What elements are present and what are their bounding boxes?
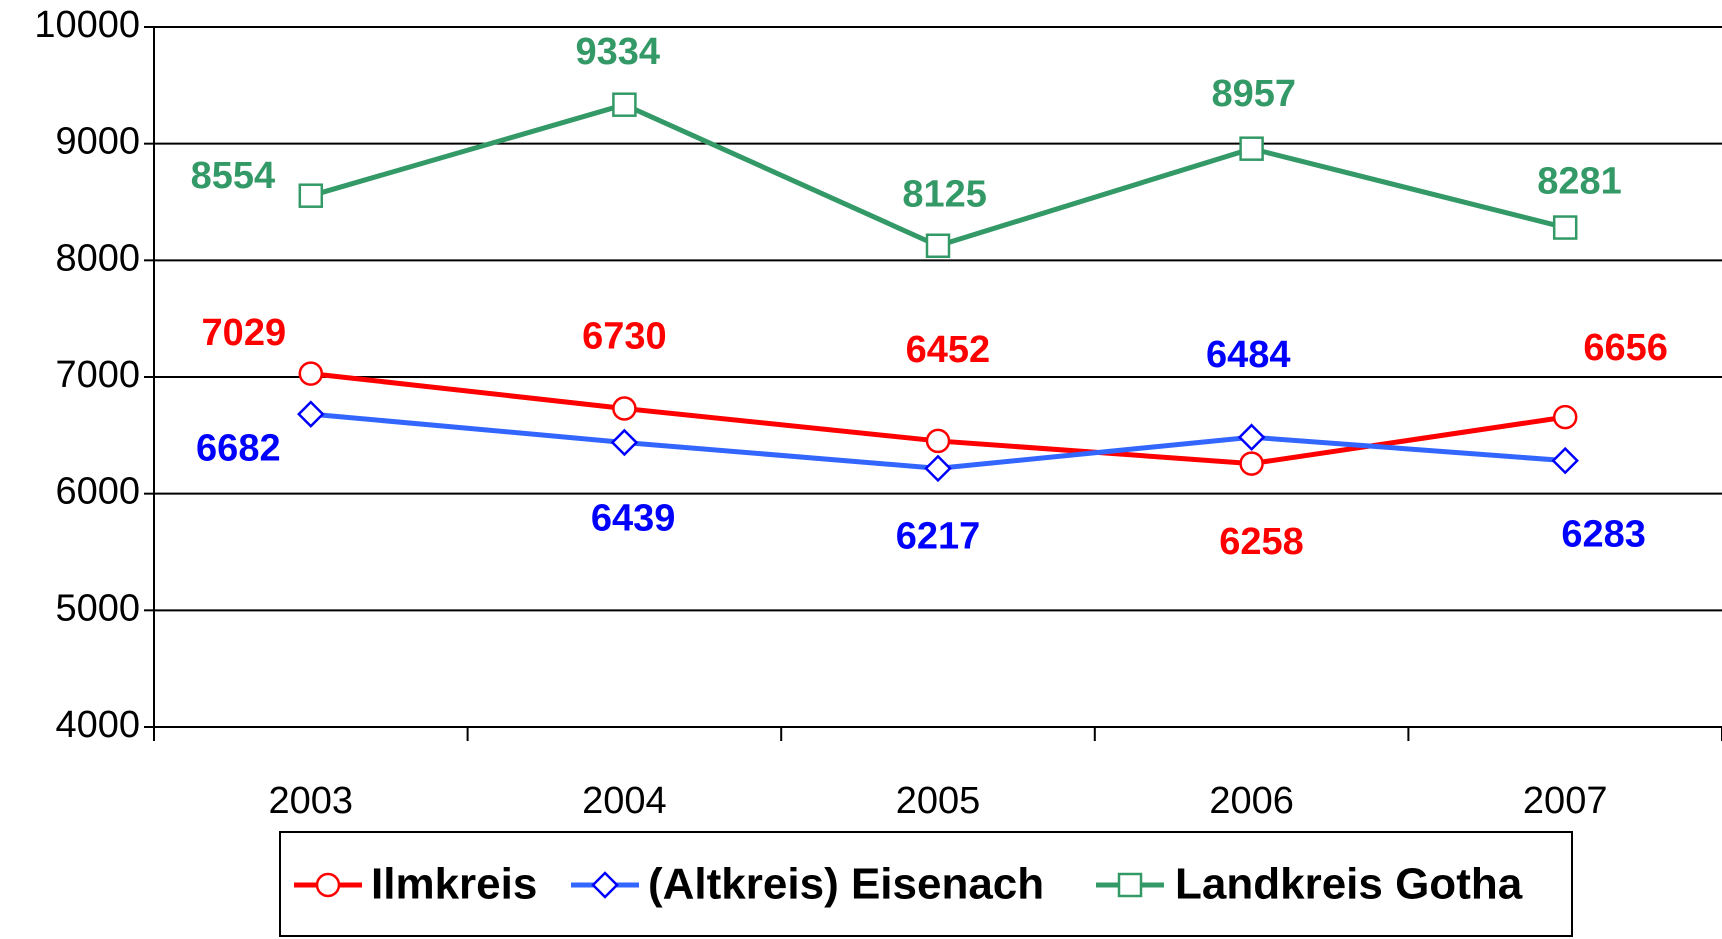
marker — [612, 396, 637, 421]
data-label: 8957 — [1212, 73, 1297, 115]
data-label: 6439 — [591, 497, 676, 539]
marker — [925, 233, 951, 258]
legend-label: (Altkreis) Eisenach — [648, 860, 1044, 909]
y-tick-label: 4000 — [55, 704, 140, 746]
y-tick-label: 10000 — [34, 4, 140, 46]
x-tick-label: 2004 — [582, 780, 667, 822]
x-tick-label: 2007 — [1523, 780, 1608, 822]
legend-label: Landkreis Gotha — [1175, 860, 1523, 909]
marker — [924, 454, 952, 483]
marker — [1117, 872, 1143, 898]
data-label: 6283 — [1561, 513, 1646, 555]
y-tick-label: 5000 — [55, 587, 140, 629]
data-label: 9334 — [576, 31, 661, 73]
marker — [591, 871, 619, 899]
x-tick-label: 2006 — [1209, 780, 1294, 822]
data-label: 7029 — [202, 312, 287, 354]
data-label: 6656 — [1583, 327, 1668, 369]
y-tick-label: 8000 — [55, 237, 140, 279]
marker — [1552, 404, 1578, 430]
y-tick-label: 9000 — [55, 121, 140, 163]
marker — [1237, 423, 1266, 451]
legend-box — [279, 831, 1573, 937]
data-label: 6217 — [896, 516, 981, 558]
x-tick-label: 2005 — [896, 780, 981, 822]
marker — [297, 400, 325, 428]
data-label: 6730 — [582, 315, 667, 357]
x-tick-label: 2003 — [269, 780, 354, 822]
y-tick-label: 7000 — [55, 354, 140, 396]
data-label: 6258 — [1219, 521, 1304, 563]
data-label: 8554 — [191, 155, 276, 197]
y-tick-label: 6000 — [55, 471, 140, 513]
marker — [298, 183, 324, 208]
marker — [610, 428, 639, 457]
data-label: 6452 — [906, 329, 991, 371]
marker — [1552, 215, 1578, 240]
data-label: 6682 — [196, 427, 281, 469]
legend-label: Ilmkreis — [371, 860, 537, 909]
marker — [1239, 451, 1264, 476]
data-label: 8281 — [1537, 161, 1622, 203]
data-label: 8125 — [902, 173, 987, 215]
data-label: 6484 — [1206, 334, 1291, 376]
marker — [612, 92, 637, 117]
marker — [925, 428, 951, 454]
marker — [1239, 136, 1264, 161]
marker — [315, 872, 341, 898]
marker — [1551, 446, 1579, 475]
marker — [298, 361, 324, 386]
